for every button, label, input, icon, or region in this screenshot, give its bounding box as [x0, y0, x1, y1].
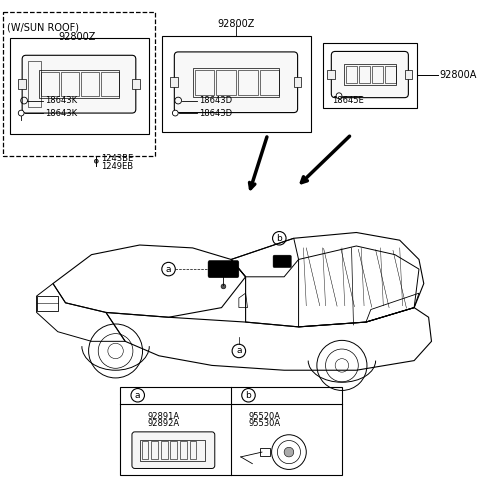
Bar [162, 36, 311, 133]
Text: 92891A: 92891A [148, 411, 180, 421]
Text: 18643K: 18643K [45, 96, 77, 105]
Text: 18643D: 18643D [199, 96, 232, 105]
Bar [81, 72, 99, 96]
Bar [170, 441, 177, 459]
Bar [180, 441, 187, 459]
Text: a: a [135, 391, 141, 400]
Text: 95530A: 95530A [249, 419, 281, 428]
Text: 95520A: 95520A [249, 411, 281, 421]
Circle shape [284, 447, 294, 457]
Text: 92800A: 92800A [439, 70, 477, 80]
Circle shape [18, 110, 24, 116]
Bar [132, 80, 140, 89]
Bar [294, 78, 301, 87]
Bar [192, 68, 279, 97]
FancyBboxPatch shape [331, 52, 408, 98]
Bar [39, 70, 119, 98]
Bar [3, 12, 155, 157]
Bar [18, 80, 26, 89]
Circle shape [95, 159, 98, 163]
FancyBboxPatch shape [174, 52, 298, 112]
Text: b: b [246, 391, 252, 400]
Bar [216, 70, 236, 95]
Text: 18643K: 18643K [45, 109, 77, 117]
Bar [142, 441, 148, 459]
Text: (W/SUN ROOF): (W/SUN ROOF) [7, 23, 79, 32]
Bar [359, 66, 370, 83]
FancyBboxPatch shape [273, 255, 291, 268]
Bar [323, 43, 417, 108]
Bar [28, 61, 41, 108]
Bar [10, 38, 149, 134]
Bar [194, 70, 214, 95]
Text: 18645E: 18645E [332, 96, 364, 105]
Text: a: a [166, 265, 171, 273]
FancyBboxPatch shape [208, 260, 239, 278]
FancyBboxPatch shape [22, 55, 136, 113]
Bar [61, 72, 79, 96]
Bar [190, 441, 196, 459]
FancyBboxPatch shape [132, 432, 215, 468]
Bar [385, 66, 396, 83]
Text: 1243BE: 1243BE [101, 154, 133, 163]
Bar [161, 441, 168, 459]
Bar [405, 70, 412, 80]
Bar [260, 70, 279, 95]
Bar [170, 78, 178, 87]
Bar [140, 439, 205, 461]
Bar [120, 386, 342, 475]
Text: 92800Z: 92800Z [217, 19, 255, 28]
Text: a: a [236, 347, 241, 355]
Bar [151, 441, 158, 459]
Circle shape [172, 110, 178, 116]
Text: 92892A: 92892A [148, 419, 180, 428]
Bar [372, 66, 383, 83]
Bar [238, 70, 258, 95]
Circle shape [336, 93, 342, 99]
Bar [36, 296, 58, 310]
Circle shape [221, 284, 226, 289]
Bar [101, 72, 119, 96]
Text: b: b [276, 234, 282, 243]
Text: 18643D: 18643D [199, 109, 232, 117]
Text: 92800Z: 92800Z [59, 32, 96, 42]
Bar [327, 70, 335, 80]
Text: 1249EB: 1249EB [101, 162, 133, 170]
Bar [344, 64, 396, 85]
Bar [346, 66, 357, 83]
Bar [41, 72, 59, 96]
